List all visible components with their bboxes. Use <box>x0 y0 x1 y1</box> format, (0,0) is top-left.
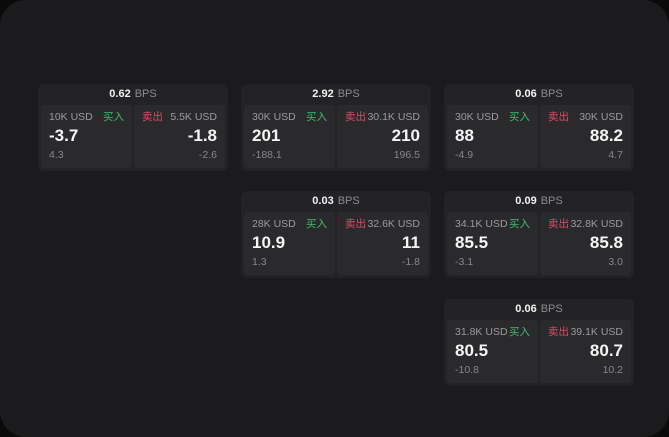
buy-amount: 30K USD <box>455 111 499 123</box>
sell-tile[interactable]: 卖出 30.1K USD 210 196.5 <box>337 105 428 168</box>
buy-tile[interactable]: 28K USD 买入 10.9 1.3 <box>244 212 335 275</box>
bps-value: 0.09 <box>515 195 537 207</box>
bps-unit: BPS <box>540 303 563 315</box>
bps-header: 0.03 BPS <box>241 191 431 212</box>
quote-body: 28K USD 买入 10.9 1.3 卖出 32.6K USD 11 -1.8 <box>241 212 431 278</box>
bps-value: 0.03 <box>312 195 334 207</box>
bps-value: 2.92 <box>312 88 334 100</box>
buy-label: 买入 <box>509 218 530 230</box>
bps-value: 0.62 <box>109 88 131 100</box>
sell-amount: 32.8K USD <box>570 218 623 230</box>
buy-tile[interactable]: 30K USD 买入 201 -188.1 <box>244 105 335 168</box>
buy-amount: 30K USD <box>252 111 296 123</box>
quote-card-4: 0.03 BPS 28K USD 买入 10.9 1.3 卖出 32.6K US… <box>241 191 431 278</box>
buy-tile[interactable]: 10K USD 买入 -3.7 4.3 <box>41 105 132 168</box>
sell-amount: 30.1K USD <box>367 111 420 123</box>
sell-amount: 30K USD <box>579 111 623 123</box>
sell-delta: 3.0 <box>608 256 623 269</box>
buy-delta: -4.9 <box>455 149 474 162</box>
buy-price: 10.9 <box>252 232 286 252</box>
bps-unit: BPS <box>540 195 563 207</box>
buy-tile[interactable]: 31.8K USD 买入 80.5 -10.8 <box>447 320 538 383</box>
bps-header: 0.06 BPS <box>444 299 634 320</box>
bps-unit: BPS <box>337 195 360 207</box>
sell-label: 卖出 <box>142 111 163 123</box>
quote-body: 30K USD 买入 88 -4.9 卖出 30K USD 88.2 4.7 <box>444 105 634 171</box>
sell-amount: 32.6K USD <box>367 218 420 230</box>
buy-tile[interactable]: 30K USD 买入 88 -4.9 <box>447 105 538 168</box>
sell-amount: 5.5K USD <box>170 111 217 123</box>
buy-amount: 10K USD <box>49 111 93 123</box>
sell-tile[interactable]: 卖出 32.8K USD 85.8 3.0 <box>540 212 631 275</box>
sell-label: 卖出 <box>548 111 569 123</box>
sell-price: 88.2 <box>589 125 623 145</box>
buy-delta: 4.3 <box>49 149 64 162</box>
sell-label: 卖出 <box>345 218 366 230</box>
sell-delta: 196.5 <box>393 149 420 162</box>
bps-value: 0.06 <box>515 88 537 100</box>
buy-price: 88 <box>455 125 474 145</box>
sell-price: 11 <box>402 232 420 252</box>
quote-card-6: 0.06 BPS 31.8K USD 买入 80.5 -10.8 卖出 39.1… <box>444 299 634 386</box>
sell-tile[interactable]: 卖出 5.5K USD -1.8 -2.6 <box>134 105 225 168</box>
quote-body: 30K USD 买入 201 -188.1 卖出 30.1K USD 210 1… <box>241 105 431 171</box>
bps-header: 0.62 BPS <box>38 84 228 105</box>
buy-price: 85.5 <box>455 232 489 252</box>
sell-price: 210 <box>391 125 420 145</box>
sell-delta: 10.2 <box>602 364 623 377</box>
buy-label: 买入 <box>306 218 327 230</box>
sell-price: -1.8 <box>187 125 217 145</box>
buy-tile[interactable]: 34.1K USD 买入 85.5 -3.1 <box>447 212 538 275</box>
sell-price: 80.7 <box>589 340 623 360</box>
buy-delta: 1.3 <box>252 256 267 269</box>
buy-price: -3.7 <box>49 125 79 145</box>
sell-tile[interactable]: 卖出 30K USD 88.2 4.7 <box>540 105 631 168</box>
quote-body: 34.1K USD 买入 85.5 -3.1 卖出 32.8K USD 85.8… <box>444 212 634 278</box>
buy-label: 买入 <box>306 111 327 123</box>
sell-label: 卖出 <box>548 218 569 230</box>
quote-card-5: 0.09 BPS 34.1K USD 买入 85.5 -3.1 卖出 32.8K… <box>444 191 634 278</box>
sell-tile[interactable]: 卖出 32.6K USD 11 -1.8 <box>337 212 428 275</box>
buy-amount: 31.8K USD <box>455 326 508 338</box>
buy-label: 买入 <box>509 326 530 338</box>
sell-label: 卖出 <box>345 111 366 123</box>
buy-amount: 28K USD <box>252 218 296 230</box>
bps-header: 2.92 BPS <box>241 84 431 105</box>
buy-label: 买入 <box>103 111 124 123</box>
buy-label: 买入 <box>509 111 530 123</box>
sell-label: 卖出 <box>548 326 569 338</box>
sell-delta: 4.7 <box>608 149 623 162</box>
bps-unit: BPS <box>134 88 157 100</box>
bps-header: 0.06 BPS <box>444 84 634 105</box>
buy-amount: 34.1K USD <box>455 218 508 230</box>
bps-unit: BPS <box>540 88 563 100</box>
sell-amount: 39.1K USD <box>570 326 623 338</box>
quote-body: 10K USD 买入 -3.7 4.3 卖出 5.5K USD -1.8 -2.… <box>38 105 228 171</box>
sell-delta: -2.6 <box>198 149 217 162</box>
buy-price: 80.5 <box>455 340 489 360</box>
buy-price: 201 <box>252 125 281 145</box>
buy-delta: -10.8 <box>455 364 479 377</box>
sell-tile[interactable]: 卖出 39.1K USD 80.7 10.2 <box>540 320 631 383</box>
quote-body: 31.8K USD 买入 80.5 -10.8 卖出 39.1K USD 80.… <box>444 320 634 386</box>
buy-delta: -3.1 <box>455 256 474 269</box>
bps-value: 0.06 <box>515 303 537 315</box>
quote-card-3: 0.06 BPS 30K USD 买入 88 -4.9 卖出 30K USD <box>444 84 634 171</box>
buy-delta: -188.1 <box>252 149 282 162</box>
bps-unit: BPS <box>337 88 360 100</box>
sell-price: 85.8 <box>589 232 623 252</box>
quote-card-2: 2.92 BPS 30K USD 买入 201 -188.1 卖出 30.1K … <box>241 84 431 171</box>
sell-delta: -1.8 <box>401 256 420 269</box>
bps-header: 0.09 BPS <box>444 191 634 212</box>
quote-card-1: 0.62 BPS 10K USD 买入 -3.7 4.3 卖出 5.5K USD <box>38 84 228 171</box>
